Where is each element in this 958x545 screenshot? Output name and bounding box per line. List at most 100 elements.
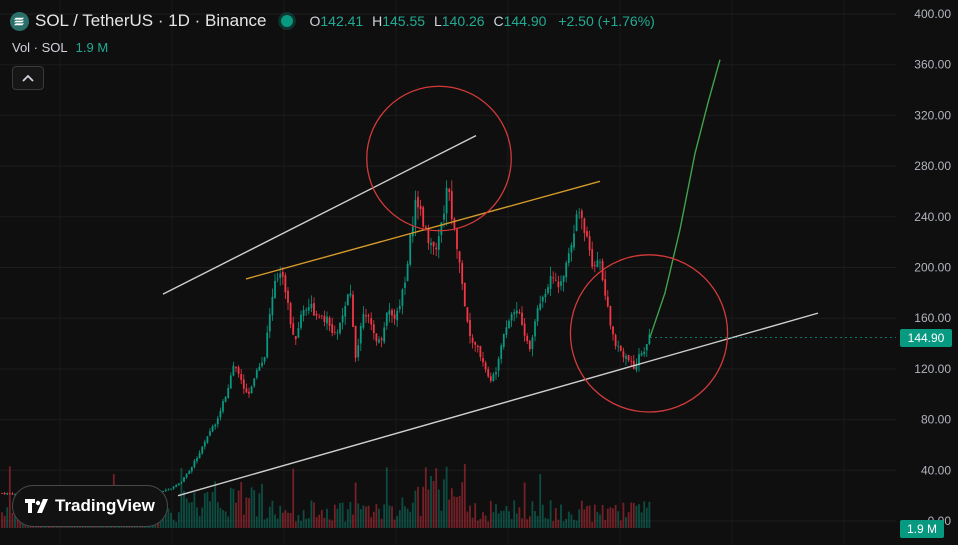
candle-body xyxy=(214,424,217,427)
volume-bar xyxy=(206,491,209,528)
candle-body xyxy=(162,490,165,492)
candle-body xyxy=(323,315,326,322)
volume-bar xyxy=(401,497,404,528)
volume-bar xyxy=(365,506,367,528)
trendline xyxy=(177,312,819,497)
candle-body xyxy=(427,228,430,244)
candle-body xyxy=(617,346,620,347)
volume-bar xyxy=(175,521,178,528)
candle-body xyxy=(380,338,383,341)
candle-body xyxy=(388,310,391,315)
candle-body xyxy=(560,281,562,286)
volume-bar xyxy=(614,504,617,528)
volume-legend: Vol · SOL 1.9 M xyxy=(12,40,108,55)
candle-body xyxy=(502,333,505,347)
high-key: H xyxy=(372,13,383,29)
candle-body xyxy=(580,210,583,218)
volume-bar xyxy=(619,520,622,528)
candle-body xyxy=(609,305,612,326)
collapse-legend-button[interactable] xyxy=(12,66,44,90)
volume-bar xyxy=(461,482,464,528)
volume-bar xyxy=(588,505,591,528)
volume-bar xyxy=(362,505,365,528)
volume-bar xyxy=(450,488,453,528)
volume-bar xyxy=(307,518,310,528)
low-key: L xyxy=(433,13,442,29)
tradingview-logo[interactable]: TradingView xyxy=(12,485,168,527)
candle-body xyxy=(586,231,588,237)
volume-bar xyxy=(378,508,380,528)
highlight-circle xyxy=(569,254,729,413)
volume-bar xyxy=(497,513,500,528)
candle-body xyxy=(635,364,638,370)
candle-body xyxy=(326,316,328,324)
candle-body xyxy=(268,314,271,332)
volume-bar xyxy=(326,508,328,528)
candle-body xyxy=(401,289,404,307)
volume-bar xyxy=(591,521,594,528)
candle-body xyxy=(596,260,599,267)
volume-bar xyxy=(544,517,547,528)
candle-body xyxy=(302,310,305,316)
candle-body xyxy=(300,314,302,328)
symbol-title[interactable]: SOL / TetherUS · 1D · Binance xyxy=(35,11,267,30)
candle-body xyxy=(396,310,399,321)
tradingview-wordmark: TradingView xyxy=(55,496,155,515)
volume-label: Vol · SOL xyxy=(12,40,68,55)
volume-bar xyxy=(1,512,3,528)
candle-body xyxy=(437,236,440,250)
volume-bar xyxy=(248,498,250,528)
volume-bar xyxy=(513,500,516,528)
volume-bar xyxy=(266,517,269,528)
candle-body xyxy=(339,322,341,334)
candle-body xyxy=(372,324,375,334)
volume-bar xyxy=(164,514,167,528)
volume-bar xyxy=(547,518,549,528)
candle-body xyxy=(549,275,552,289)
volume-bar xyxy=(523,482,526,528)
candle-body xyxy=(604,279,607,296)
volume-bar xyxy=(427,489,430,528)
volume-bar xyxy=(640,512,643,528)
candle-body xyxy=(284,275,287,293)
volume-bar xyxy=(279,505,282,528)
candle-body xyxy=(11,493,14,495)
volume-bar xyxy=(240,481,243,528)
market-status-icon[interactable] xyxy=(280,15,293,27)
volume-bar xyxy=(229,487,232,528)
candle-body xyxy=(557,281,560,288)
volume-bar xyxy=(237,490,240,528)
candle-body xyxy=(458,251,461,263)
volume-bar xyxy=(261,483,263,528)
volume-bar xyxy=(391,506,393,528)
volume-bar xyxy=(310,500,313,528)
candle-body xyxy=(375,333,378,342)
volume-bar xyxy=(162,515,165,528)
candle-body xyxy=(583,218,586,234)
candle-body xyxy=(313,303,315,316)
volume-bar xyxy=(448,499,451,528)
volume-bar xyxy=(190,502,193,528)
candle-body xyxy=(344,306,347,317)
close-value: 144.90 xyxy=(503,13,547,29)
volume-bar xyxy=(508,511,510,528)
candle-body xyxy=(245,388,248,393)
candle-body xyxy=(352,294,354,327)
volume-bar xyxy=(167,508,170,528)
volume-bar xyxy=(411,502,414,528)
candle-body xyxy=(305,309,308,311)
candle-body xyxy=(198,453,201,459)
volume-bar xyxy=(505,506,508,528)
volume-bar xyxy=(370,517,373,528)
candle-body xyxy=(170,488,172,490)
candle-body xyxy=(232,365,235,376)
candle-body xyxy=(274,280,276,299)
volume-bar xyxy=(14,512,16,528)
volume-bar xyxy=(367,505,370,528)
volume-bar xyxy=(3,515,6,528)
volume-bar xyxy=(198,515,201,528)
candle-body xyxy=(489,376,492,381)
candle-body xyxy=(526,335,529,342)
volume-bar xyxy=(531,501,534,528)
